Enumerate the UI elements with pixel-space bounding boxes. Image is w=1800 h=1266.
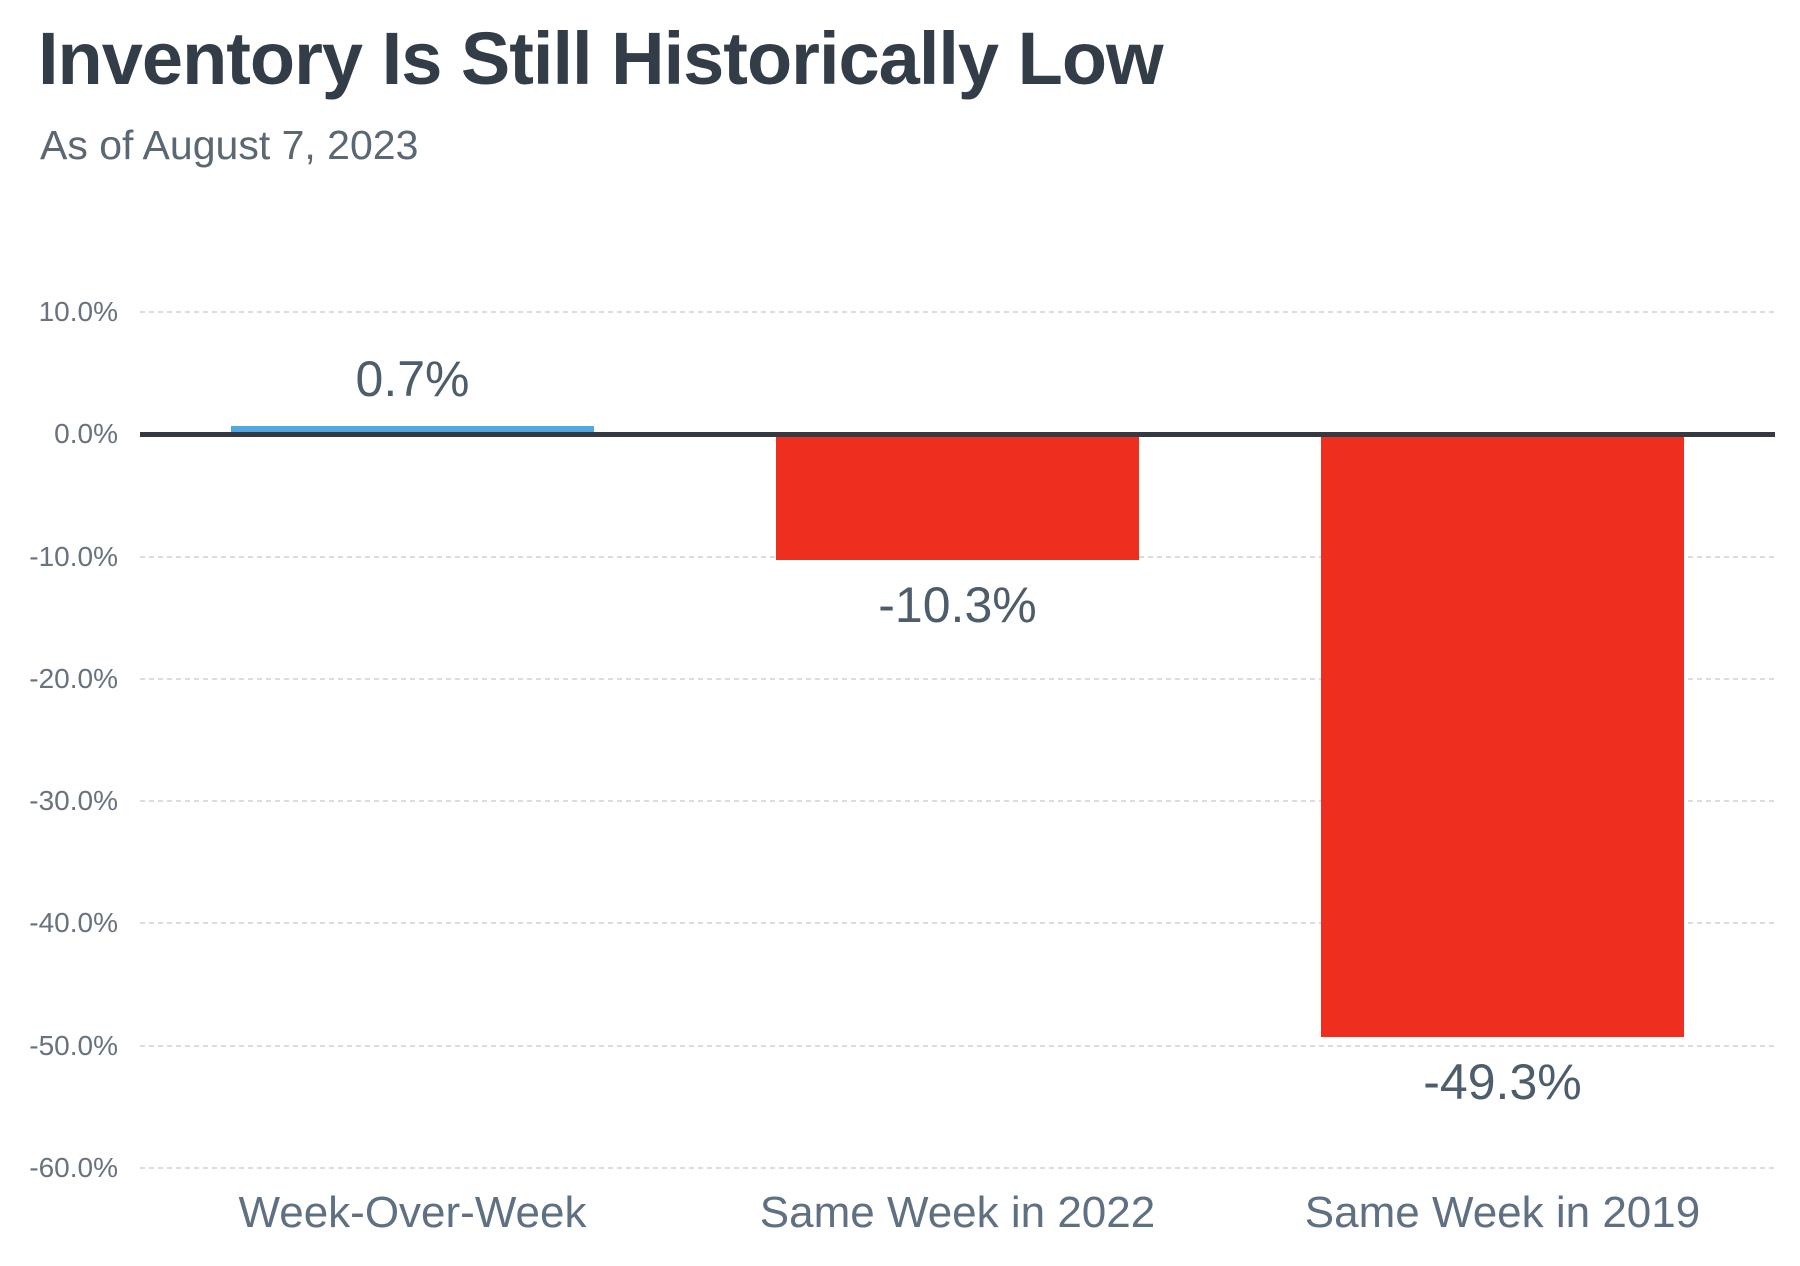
y-axis-tick-label: -40.0% xyxy=(29,907,118,939)
gridline xyxy=(140,311,1775,313)
gridline xyxy=(140,1044,1775,1047)
bar-data-label: -10.3% xyxy=(878,577,1037,634)
y-axis-tick-label: -30.0% xyxy=(29,785,118,817)
page-title: Inventory Is Still Historically Low xyxy=(38,17,1164,100)
y-axis-tick-label: -20.0% xyxy=(29,662,118,694)
gridline xyxy=(140,677,1775,680)
y-axis-tick-label: -60.0% xyxy=(29,1152,118,1183)
bar-chart-plot-area: 0.7% -10.3% -49.3% xyxy=(140,311,1775,1169)
gridline xyxy=(140,1167,1775,1169)
bar-data-label: -49.3% xyxy=(1423,1054,1582,1111)
bar-2 xyxy=(776,434,1139,561)
y-axis-tick-label: -10.0% xyxy=(29,540,118,572)
bar-data-label: 0.7% xyxy=(355,350,470,407)
y-axis-tick-label: -50.0% xyxy=(29,1029,118,1061)
bar-1 xyxy=(231,425,594,435)
y-axis-tick-label: 0.0% xyxy=(54,418,118,450)
chart-subtitle: As of August 7, 2023 xyxy=(40,122,419,168)
zero-axis-line xyxy=(140,431,1775,437)
category-label: Same Week in 2019 xyxy=(1304,1188,1701,1237)
category-label: Same Week in 2022 xyxy=(759,1188,1156,1237)
bar-3 xyxy=(1321,434,1684,1038)
gridline xyxy=(140,922,1775,925)
gridline xyxy=(140,800,1775,803)
y-axis-tick-label: 10.0% xyxy=(38,296,118,327)
category-label: Week-Over-Week xyxy=(238,1188,587,1237)
